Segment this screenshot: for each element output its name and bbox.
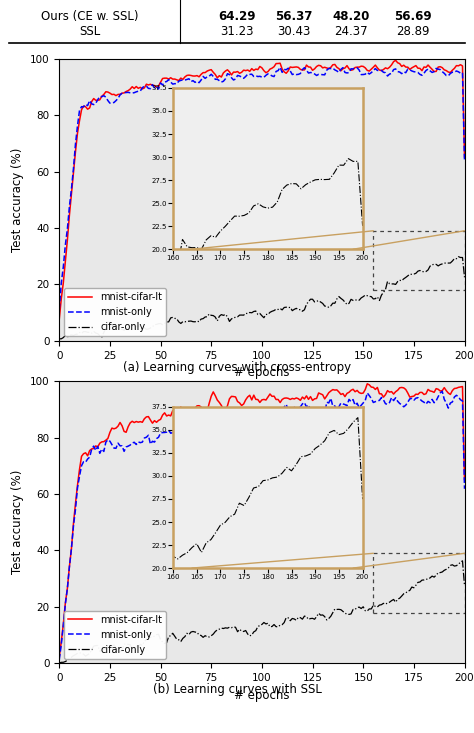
Legend: mnist-cifar-lt, mnist-only, cifar-only: mnist-cifar-lt, mnist-only, cifar-only xyxy=(64,289,166,336)
Text: 48.20: 48.20 xyxy=(332,10,369,23)
Text: 24.37: 24.37 xyxy=(334,25,367,38)
Text: (a) Learning curves with cross-entropy: (a) Learning curves with cross-entropy xyxy=(123,361,351,374)
X-axis label: # epochs: # epochs xyxy=(234,688,290,701)
Bar xyxy=(374,553,465,613)
Text: 64.29: 64.29 xyxy=(218,10,256,23)
Text: 56.69: 56.69 xyxy=(393,10,431,23)
X-axis label: # epochs: # epochs xyxy=(234,366,290,379)
Y-axis label: Test accuracy (%): Test accuracy (%) xyxy=(11,147,24,252)
Text: Ours (CE w. SSL): Ours (CE w. SSL) xyxy=(41,10,139,23)
Y-axis label: Test accuracy (%): Test accuracy (%) xyxy=(11,470,24,575)
Text: (b) Learning curves with SSL: (b) Learning curves with SSL xyxy=(153,683,321,696)
Text: 30.43: 30.43 xyxy=(277,25,310,38)
Text: 31.23: 31.23 xyxy=(220,25,254,38)
Text: SSL: SSL xyxy=(80,25,100,38)
Legend: mnist-cifar-lt, mnist-only, cifar-only: mnist-cifar-lt, mnist-only, cifar-only xyxy=(64,611,166,658)
Bar xyxy=(374,231,465,290)
Text: 28.89: 28.89 xyxy=(396,25,429,38)
Text: 56.37: 56.37 xyxy=(275,10,312,23)
